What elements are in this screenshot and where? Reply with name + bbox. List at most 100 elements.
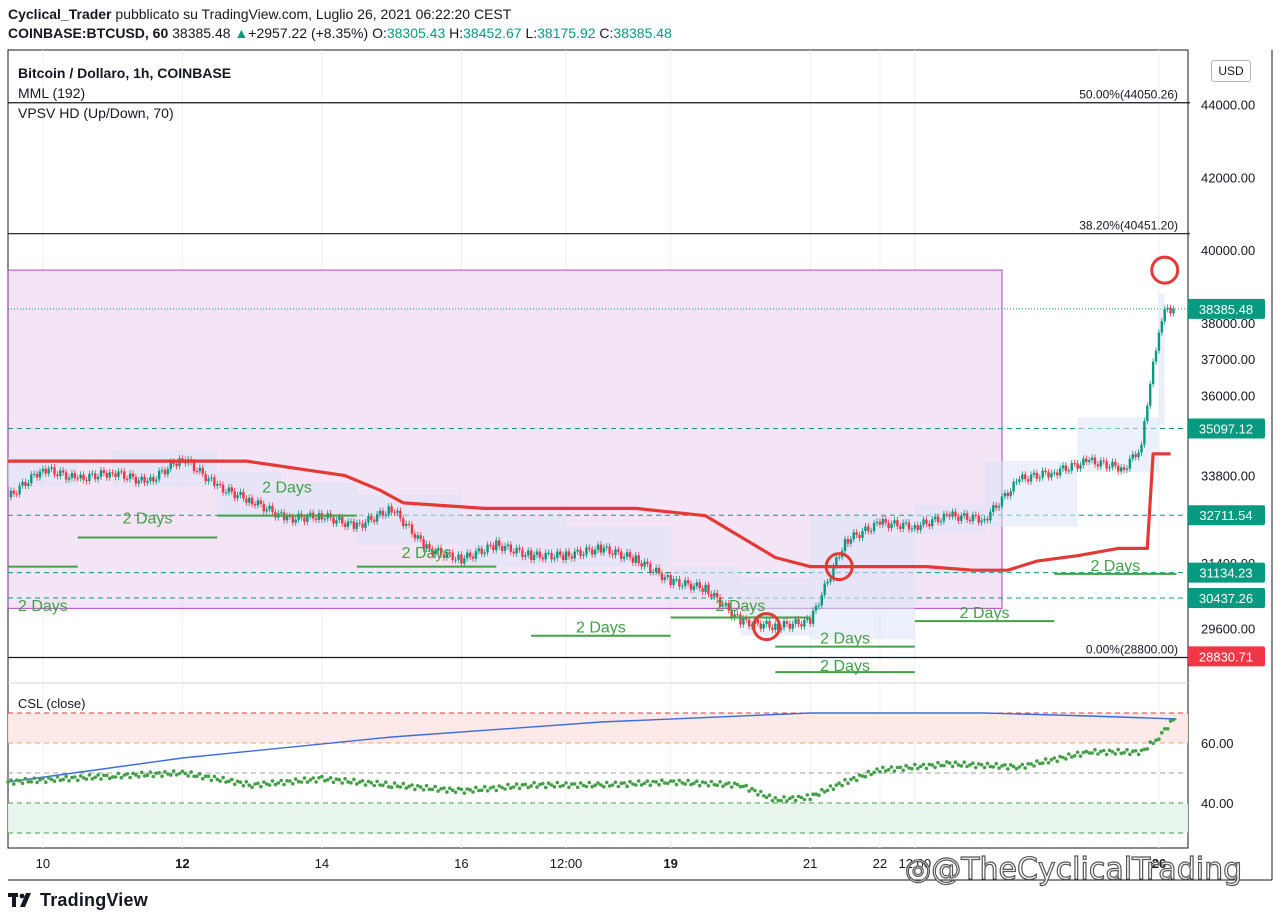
candle-body: [218, 483, 222, 485]
fib-label: 50.00%(44050.26): [1079, 88, 1178, 102]
csl-dot: [433, 784, 438, 789]
csl-dot: [1093, 747, 1097, 752]
legend-vpsv[interactable]: VPSV HD (Up/Down, 70): [18, 105, 174, 121]
x-tick-label: 12:00: [550, 856, 583, 871]
candle-body: [358, 522, 361, 524]
candle-body: [82, 474, 85, 481]
candle-body: [800, 624, 803, 627]
candle-body: [660, 573, 664, 581]
csl-dot: [692, 781, 696, 785]
tradingview-logo[interactable]: TradingView: [8, 890, 148, 911]
csl-dot: [604, 780, 609, 785]
csl-dot: [686, 778, 690, 783]
csl-dot: [1023, 766, 1027, 770]
candle-body: [556, 551, 559, 558]
candle-body: [297, 513, 300, 520]
candle-body: [904, 522, 908, 524]
candle-body: [593, 550, 597, 555]
candle-body: [399, 510, 402, 519]
csl-dot: [947, 761, 952, 765]
csl-dot: [828, 784, 833, 788]
csl-dot: [174, 773, 179, 777]
csl-dot: [1078, 754, 1083, 758]
csl-dot: [299, 780, 304, 784]
csl-dot: [788, 796, 792, 801]
legend-symbol[interactable]: Bitcoin / Dollaro, 1h, COINBASE: [18, 65, 232, 81]
csl-dot: [523, 782, 528, 787]
csl-dot: [500, 785, 504, 790]
csl-dot: [1157, 737, 1161, 741]
csl-dot: [898, 765, 903, 770]
y-tick-label: 40000.00: [1201, 243, 1255, 258]
candle-body: [1108, 467, 1111, 469]
candle-body: [1003, 492, 1007, 497]
candle-body: [980, 520, 983, 523]
candle-body: [1157, 332, 1161, 351]
csl-dot: [122, 773, 127, 777]
period-label: 2 Days: [820, 658, 870, 675]
csl-dot: [99, 777, 103, 781]
csl-dot: [1090, 751, 1094, 755]
candle-body: [480, 548, 483, 554]
candle-body: [715, 592, 719, 598]
candle-body: [227, 487, 231, 493]
csl-dot: [477, 788, 481, 793]
csl-dot: [793, 798, 798, 803]
csl-dot: [802, 797, 807, 802]
candle-body: [364, 522, 367, 528]
candle-body: [1143, 421, 1146, 445]
candle-body: [367, 516, 370, 523]
price-tag: [1188, 646, 1265, 667]
candle-body: [99, 470, 103, 477]
fib-label: 0.00%(28800.00): [1086, 643, 1178, 657]
csl-dot: [64, 774, 68, 779]
csl-dot: [343, 777, 347, 781]
csl-dot: [386, 785, 391, 789]
csl-dot: [950, 764, 955, 769]
csl-dot: [979, 763, 984, 767]
candle-body: [710, 594, 713, 597]
csl-dot: [820, 787, 824, 792]
csl-dot: [1168, 719, 1173, 723]
csl-dot: [93, 775, 97, 780]
csl-dot: [1026, 762, 1030, 766]
csl-dot: [825, 788, 830, 793]
candle-body: [1085, 458, 1088, 462]
csl-dot: [1032, 764, 1036, 768]
csl-dot: [901, 768, 905, 773]
csl-dot: [997, 766, 1001, 770]
csl-legend[interactable]: CSL (close): [18, 696, 86, 711]
candle-body: [620, 551, 623, 559]
candle-body: [35, 473, 39, 478]
candle-body: [79, 474, 82, 479]
csl-dot: [107, 776, 112, 781]
csl-dot: [892, 769, 897, 773]
legend-mml[interactable]: MML (192): [18, 85, 86, 101]
candle-body: [335, 519, 338, 524]
candle-body: [1053, 472, 1056, 474]
csl-dot: [247, 783, 251, 787]
csl-dot: [875, 767, 879, 771]
csl-dot: [639, 783, 644, 787]
csl-dot: [945, 760, 949, 764]
csl-dot: [1058, 754, 1062, 759]
csl-oversold-zone: [8, 803, 1188, 833]
csl-dot: [67, 778, 71, 783]
csl-dot: [276, 781, 281, 785]
candle-body: [1125, 468, 1129, 470]
candle-body: [913, 525, 916, 529]
csl-dot: [81, 776, 86, 780]
csl-dot: [378, 783, 382, 787]
candle-body: [852, 532, 855, 540]
author[interactable]: Cyclical_Trader: [8, 6, 112, 22]
currency-button[interactable]: USD: [1211, 60, 1251, 82]
csl-dot: [610, 783, 615, 787]
candle-body: [559, 551, 562, 555]
candle-body: [210, 477, 213, 479]
candle-body: [1122, 467, 1126, 470]
csl-dot: [654, 780, 658, 784]
csl-dot: [910, 766, 914, 771]
candle-body: [442, 554, 446, 558]
csl-dot: [1171, 717, 1176, 722]
